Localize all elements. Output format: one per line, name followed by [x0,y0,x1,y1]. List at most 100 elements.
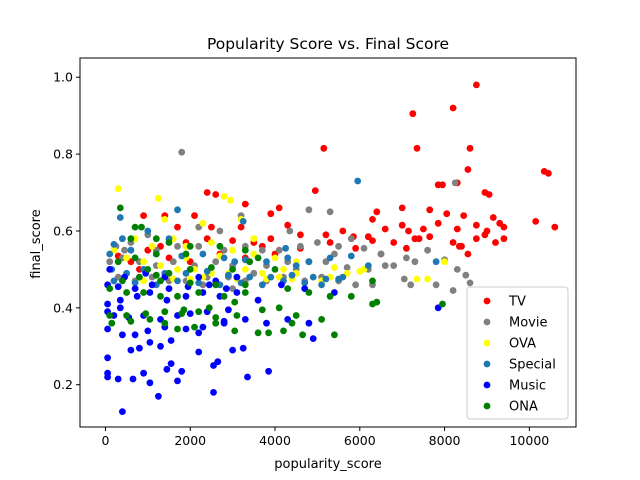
data-point [411,258,419,266]
data-point [167,337,175,344]
data-point [182,325,190,333]
data-point [127,346,135,354]
data-point [466,279,474,287]
legend-label: Music [509,379,546,394]
data-point [352,244,359,252]
data-point [157,292,164,300]
data-point [369,277,376,285]
data-point [144,327,152,335]
data-point [195,289,203,296]
data-point [460,212,468,220]
data-point [121,246,128,254]
data-point [146,339,154,346]
data-point [311,187,319,195]
data-point [409,110,417,118]
data-point [326,239,334,246]
data-point [377,250,385,258]
data-point [106,250,114,258]
data-point [545,169,552,177]
data-point [424,275,431,283]
data-point [165,285,173,292]
data-point [123,289,130,296]
data-point [178,148,186,156]
y-tick-label: 0.6 [53,223,73,238]
data-point [129,375,137,383]
chart-title: Popularity Score vs. Final Score [207,35,449,53]
data-point [405,227,412,235]
data-point [203,189,211,196]
data-point [148,281,156,289]
data-point [116,296,124,304]
data-point [426,233,434,241]
data-point [142,310,150,317]
y-tick-label: 0.2 [53,377,73,392]
data-point [127,235,135,243]
data-point [210,389,217,396]
data-point [453,266,461,273]
data-point [258,269,266,277]
data-point [271,266,279,273]
data-point [108,319,116,327]
data-point [133,292,141,300]
data-point [146,316,154,323]
data-point [241,316,249,323]
data-point [335,242,342,250]
x-tick-label: 4000 [259,433,291,448]
data-point [174,377,181,385]
data-point [360,244,368,252]
data-point [292,312,300,319]
data-point [258,281,266,289]
x-axis-ticks: 0 2000 4000 6000 8000 10000 [101,427,549,448]
data-point [424,246,431,254]
data-point [305,258,313,266]
data-point [127,246,135,254]
data-point [144,266,152,273]
data-point [250,250,258,258]
data-point [263,258,270,266]
legend-marker [483,339,491,347]
legend-label: Movie [509,316,547,331]
legend-label: Special [509,358,556,373]
data-point [182,250,190,258]
data-point [233,289,241,296]
legend-marker [483,402,491,410]
data-point [426,206,434,214]
data-point [229,346,237,354]
data-point [403,254,410,262]
data-point [195,329,203,337]
data-point [481,231,489,239]
data-point [186,310,194,317]
legend-box [466,286,569,420]
data-point [205,304,213,312]
data-point [161,216,169,223]
data-point [439,300,446,308]
data-point [208,223,215,231]
data-point [500,235,508,243]
data-point [210,362,217,369]
data-point [551,223,559,231]
data-point [199,323,207,331]
data-point [220,254,228,262]
data-point [174,206,181,214]
data-point [453,225,461,233]
data-point [284,285,292,292]
data-point [432,281,440,289]
data-point [199,219,207,227]
data-point [220,193,228,200]
data-point [178,367,186,375]
data-point [466,144,474,152]
data-point [265,329,272,337]
x-tick-label: 10000 [509,433,549,448]
data-point [320,144,328,152]
data-point [195,273,203,281]
data-point [131,254,139,262]
data-point [292,262,300,269]
y-tick-label: 1.0 [53,70,73,85]
series-movie [106,148,474,294]
data-point [119,331,126,339]
data-point [136,344,143,352]
data-point [174,325,181,333]
data-point [222,285,230,292]
data-point [220,292,228,300]
